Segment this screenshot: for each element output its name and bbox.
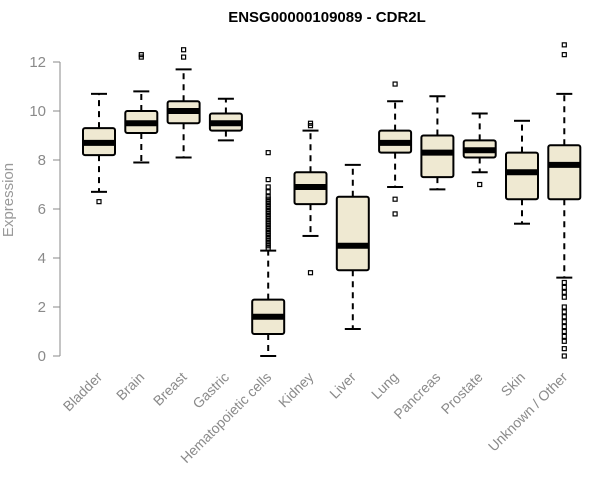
outlier-point [561, 42, 567, 48]
outlier-point [561, 333, 567, 339]
y-axis-label: Expression [0, 163, 17, 237]
outlier-point [561, 284, 567, 290]
y-tick-label: 10 [29, 103, 46, 120]
outlier-point [392, 196, 398, 202]
x-category-label: Prostate [438, 369, 486, 417]
outlier-point [96, 199, 102, 205]
y-tick-label: 6 [38, 201, 46, 218]
outlier-point [561, 319, 567, 325]
outlier-point [181, 54, 187, 60]
x-category-label: Kidney [275, 369, 317, 411]
outlier-point [392, 81, 398, 87]
x-category-label: Lung [368, 369, 401, 402]
box-bladder [82, 92, 116, 205]
box-kidney [293, 120, 328, 276]
outlier-point [561, 324, 567, 330]
box-gastric [208, 97, 243, 142]
outlier-point [265, 150, 271, 156]
outlier-point [265, 189, 271, 195]
box-breast [166, 47, 201, 159]
y-axis: 0 2 4 6 8 10 12 [29, 54, 61, 365]
outlier-point [561, 314, 567, 320]
outlier-point [307, 270, 314, 276]
outlier-point [561, 353, 567, 359]
outlier-point [265, 177, 271, 183]
x-category-label: Liver [326, 369, 359, 402]
x-category-label: Breast [150, 369, 190, 409]
x-category-label: Pancreas [390, 369, 443, 422]
outlier-point [138, 52, 144, 58]
box-iqr [335, 195, 370, 272]
y-tick-label: 4 [38, 250, 46, 267]
y-tick-label: 12 [29, 54, 46, 71]
outlier-point [561, 289, 567, 295]
box-iqr [547, 144, 582, 201]
box-skin [505, 119, 539, 225]
y-tick-label: 2 [38, 299, 46, 316]
outlier-point [561, 304, 567, 310]
box-liver [335, 163, 370, 331]
outlier-point [392, 211, 398, 217]
outlier-point [307, 120, 314, 126]
outlier-point [561, 328, 567, 335]
y-tick-label: 0 [38, 348, 46, 365]
outlier-point [561, 279, 567, 286]
box-iqr [420, 134, 455, 179]
outlier-point [561, 346, 567, 352]
x-category-label: Bladder [60, 369, 106, 415]
box-hematopoietic-cells [251, 150, 286, 357]
outlier-point [477, 181, 483, 188]
outlier-point [561, 294, 567, 300]
box-iqr [505, 151, 539, 201]
outlier-point [561, 338, 567, 344]
y-tick-label: 8 [38, 152, 46, 169]
box-pancreas [420, 95, 455, 191]
chart-title: ENSG00000109089 - CDR2L [228, 9, 426, 26]
box-prostate [462, 112, 497, 188]
outlier-point [265, 194, 271, 200]
x-category-label: Unknown / Other [485, 369, 571, 455]
outlier-point [561, 309, 567, 315]
x-category-label: Skin [498, 369, 529, 400]
box-series [82, 42, 582, 359]
x-category-label: Brain [113, 369, 147, 403]
box-brain [124, 52, 159, 164]
box-unknown-other [547, 42, 582, 359]
outlier-point [561, 52, 567, 58]
outlier-point [181, 47, 187, 53]
outlier-point [265, 184, 271, 190]
box-lung [378, 81, 413, 217]
